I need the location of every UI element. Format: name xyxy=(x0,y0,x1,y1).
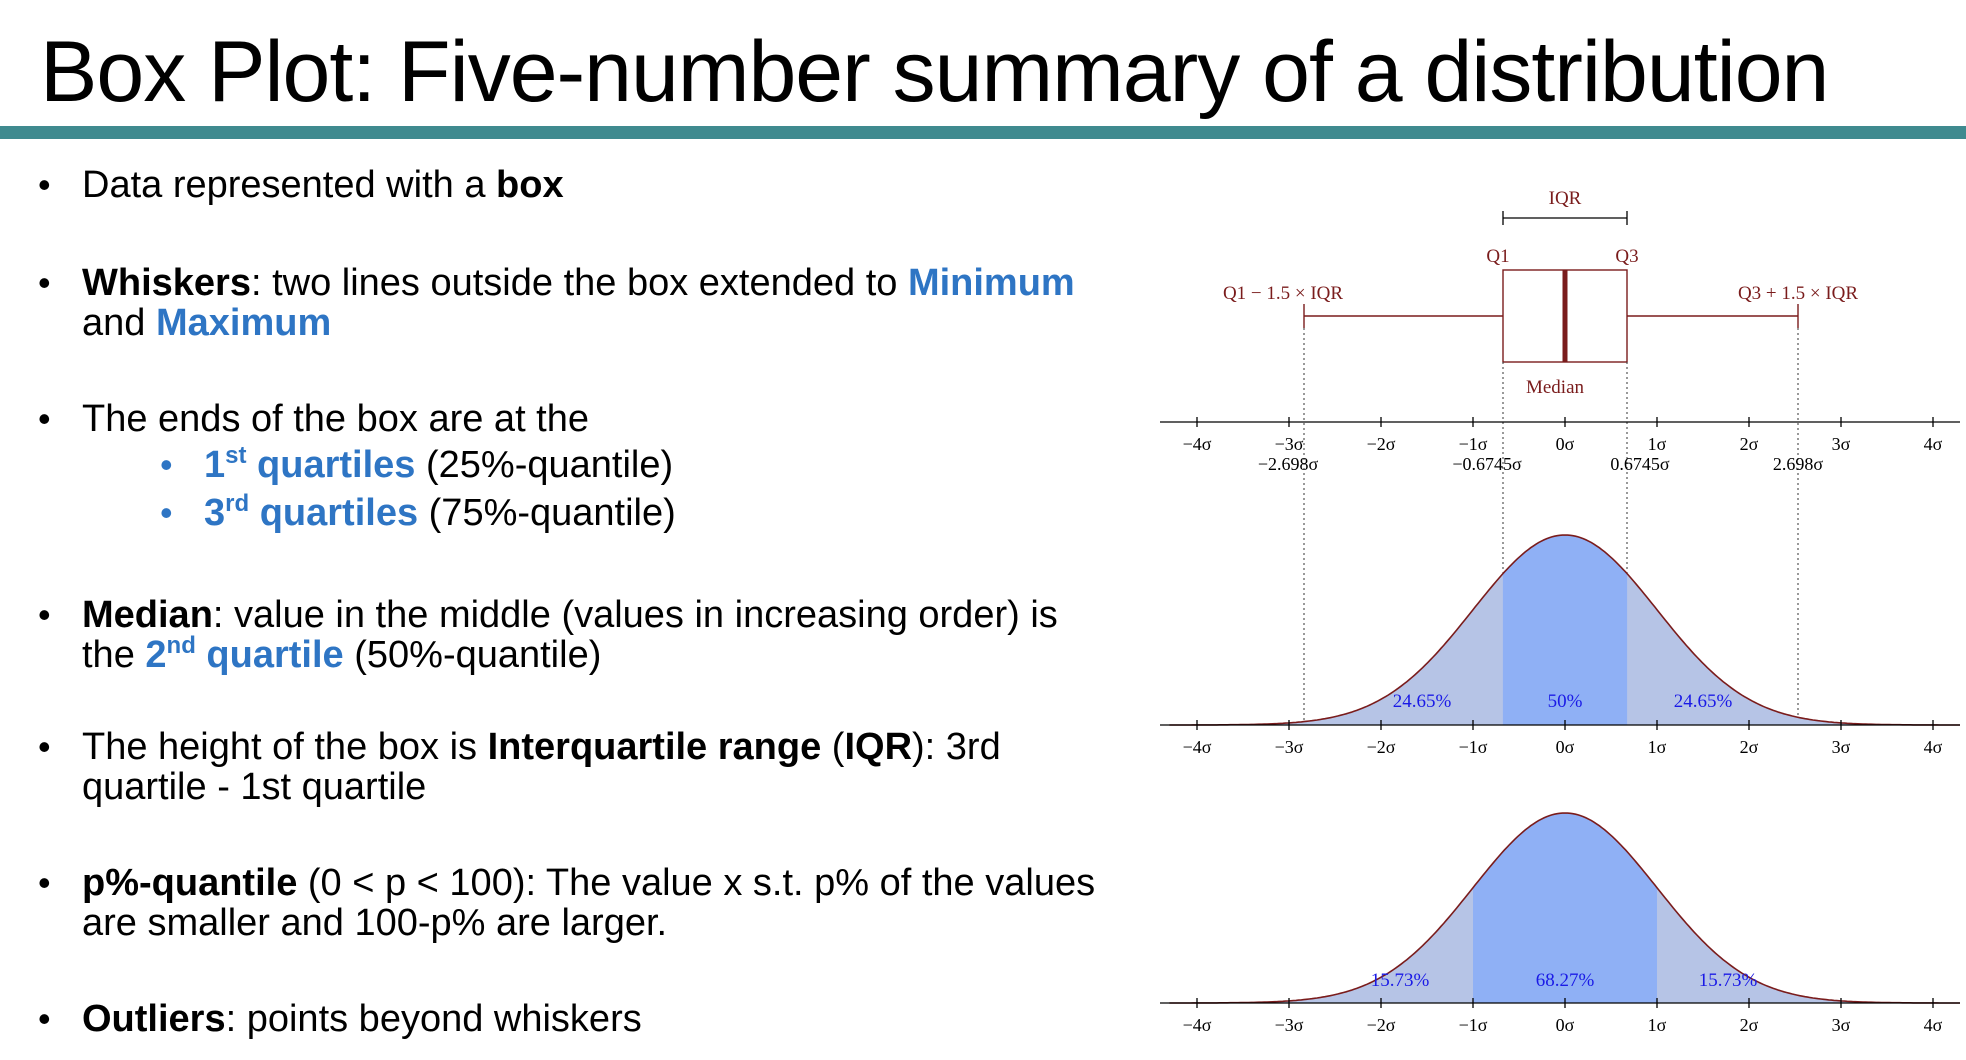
axis-tick-label: 3σ xyxy=(1832,434,1851,454)
sigma-percent-right: 15.73% xyxy=(1699,970,1758,991)
upper-fence-value: 2.698σ xyxy=(1773,454,1824,474)
iqr-label: IQR xyxy=(1549,188,1582,209)
axis-tick-label: 3σ xyxy=(1832,737,1851,757)
axis-tick-label: 0σ xyxy=(1556,1015,1575,1035)
boxplot-figure: IQR Q1 Q3 Q1 − 1.5 × IQR Q3 + 1.5 × IQR … xyxy=(1160,180,1961,1045)
sigma-percent-center: 68.27% xyxy=(1536,970,1595,991)
axis-tick-label: −3σ xyxy=(1275,1015,1304,1035)
title-underline xyxy=(0,126,1966,139)
sigma-percent-left: 15.73% xyxy=(1371,970,1430,991)
axis-tick-label: 1σ xyxy=(1648,737,1667,757)
bullet-box-ends: The ends of the box are at the 1st quart… xyxy=(38,399,1182,533)
bullet-whiskers: Whiskers: two lines outside the box exte… xyxy=(38,263,1182,343)
normal-curve-sigma xyxy=(1169,812,1961,1004)
axis-tick-label: −4σ xyxy=(1183,434,1212,454)
lower-fence-label: Q1 − 1.5 × IQR xyxy=(1223,283,1343,304)
boxplot-diagram: IQR Q1 Q3 Q1 − 1.5 × IQR Q3 + 1.5 × IQR … xyxy=(1160,188,1961,1035)
curve-central-area xyxy=(1502,535,1628,725)
curve-line xyxy=(1169,812,1961,1004)
axis-tick-label: −4σ xyxy=(1183,1015,1212,1035)
axis-tick-label: 0σ xyxy=(1556,434,1575,454)
axis-tick-label: −1σ xyxy=(1459,1015,1488,1035)
page-title: Box Plot: Five-number summary of a distr… xyxy=(40,24,1829,120)
quartile-percent-left: 24.65% xyxy=(1393,691,1452,712)
bullet-median: Median: value in the middle (values in i… xyxy=(38,595,1182,675)
quartile-percent-center: 50% xyxy=(1548,691,1583,712)
curve-central-area xyxy=(1473,813,1657,1003)
axis-tick-label: 1σ xyxy=(1648,1015,1667,1035)
axis-tick-label: 2σ xyxy=(1740,1015,1759,1035)
lower-fence-value: −2.698σ xyxy=(1258,454,1319,474)
axis-tick-label: 1σ xyxy=(1648,434,1667,454)
axis-tick-label: 2σ xyxy=(1740,434,1759,454)
axis-tick-label: −2σ xyxy=(1367,434,1396,454)
axis-top-ticks: −4σ −3σ −2σ −1σ 0σ 1σ 2σ 3σ 4σ xyxy=(1183,417,1943,454)
axis-tick-label: 4σ xyxy=(1924,1015,1943,1035)
sub-bullet-first-quartile: 1st quartiles (25%-quantile) xyxy=(160,444,1182,486)
axis-tick-label: −2σ xyxy=(1367,1015,1396,1035)
axis-tick-label: 0σ xyxy=(1556,737,1575,757)
curve-line xyxy=(1169,534,1961,726)
box-plot xyxy=(1303,269,1799,363)
axis-tick-label: −3σ xyxy=(1275,737,1304,757)
axis-tick-label: −1σ xyxy=(1459,737,1488,757)
axis-bottom-ticks: −4σ −3σ −2σ −1σ 0σ 1σ 2σ 3σ 4σ xyxy=(1183,998,1943,1035)
sub-bullet-third-quartile: 3rd quartiles (75%-quantile) xyxy=(160,492,1182,534)
upper-fence-label: Q3 + 1.5 × IQR xyxy=(1738,283,1858,304)
axis-tick-label: −4σ xyxy=(1183,737,1212,757)
quartile-percent-right: 24.65% xyxy=(1674,691,1733,712)
q1-value: −0.6745σ xyxy=(1452,454,1522,474)
q3-value: 0.6745σ xyxy=(1610,454,1670,474)
axis-middle-ticks: −4σ −3σ −2σ −1σ 0σ 1σ 2σ 3σ 4σ xyxy=(1183,720,1943,757)
normal-curve-quartiles xyxy=(1169,534,1961,726)
axis-tick-label: −1σ xyxy=(1459,434,1488,454)
bullet-iqr: The height of the box is Interquartile r… xyxy=(38,727,1182,807)
axis-tick-label: −3σ xyxy=(1275,434,1304,454)
median-label: Median xyxy=(1526,377,1585,398)
axis-tick-label: −2σ xyxy=(1367,737,1396,757)
iqr-bracket xyxy=(1502,211,1628,225)
axis-tick-label: 3σ xyxy=(1832,1015,1851,1035)
q3-label: Q3 xyxy=(1615,246,1638,267)
q1-label: Q1 xyxy=(1486,246,1509,267)
bullet-box: Data represented with a box xyxy=(38,165,1182,205)
axis-tick-label: 2σ xyxy=(1740,737,1759,757)
bullet-outliers: Outliers: points beyond whiskers xyxy=(38,999,1182,1039)
bullet-quantile: p%-quantile (0 < p < 100): The value x s… xyxy=(38,863,1182,943)
axis-tick-label: 4σ xyxy=(1924,737,1943,757)
axis-tick-label: 4σ xyxy=(1924,434,1943,454)
